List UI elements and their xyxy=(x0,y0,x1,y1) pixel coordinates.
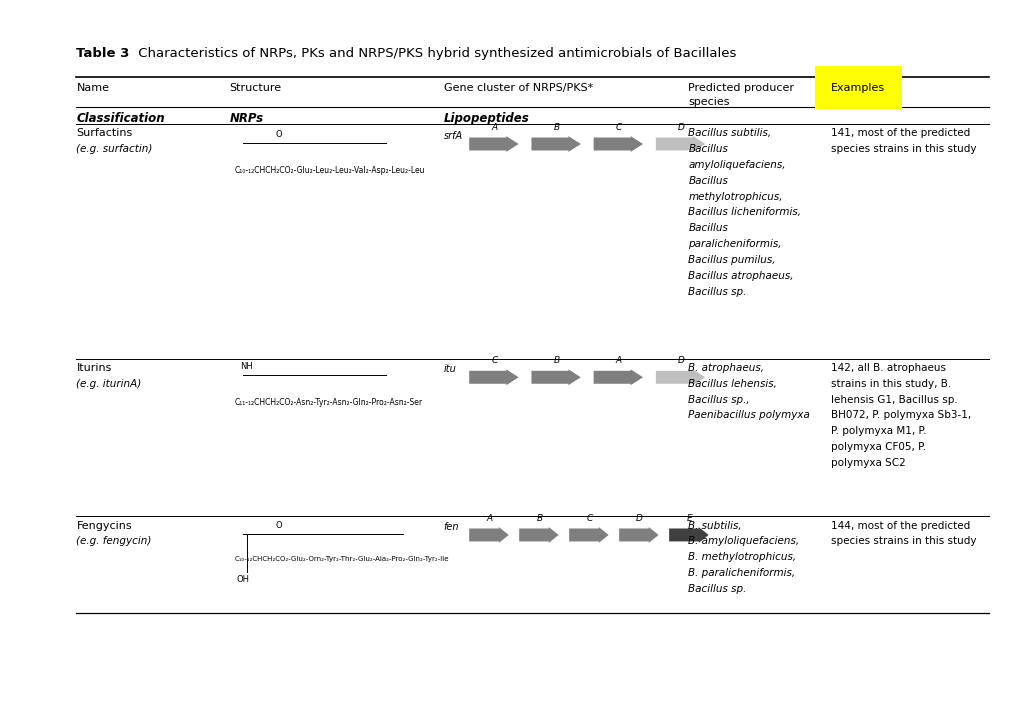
Text: fen: fen xyxy=(443,522,459,532)
Text: Characteristics of NRPs, PKs and NRPS/PKS hybrid synthesized antimicrobials of B: Characteristics of NRPs, PKs and NRPS/PK… xyxy=(133,47,736,60)
Text: D: D xyxy=(677,122,684,132)
Text: itu: itu xyxy=(443,364,457,374)
Text: species: species xyxy=(688,97,730,107)
Text: Bacillus pumilus,: Bacillus pumilus, xyxy=(688,255,775,265)
Text: C₁₀-₁₂CHCH₂CO₂-Glu₂-Orn₂-Tyr₂-Thr₂-Glu₂-Ala₂-Pro₂-Gln₂-Tyr₂-Ile: C₁₀-₁₂CHCH₂CO₂-Glu₂-Orn₂-Tyr₂-Thr₂-Glu₂-… xyxy=(234,556,448,562)
Text: Table 3 Characteristics of NRPs, PKs and NRPS/PKS hybrid synthesized antimicrobi: Table 3 Characteristics of NRPs, PKs and… xyxy=(76,47,726,60)
Text: B. paralicheniformis,: B. paralicheniformis, xyxy=(688,568,795,578)
FancyArrow shape xyxy=(668,527,708,543)
Text: C₁₁-₁₂CHCH₂CO₂-Asn₂-Tyr₂-Asn₂-Gln₂-Pro₂-Asn₂-Ser: C₁₁-₁₂CHCH₂CO₂-Asn₂-Tyr₂-Asn₂-Gln₂-Pro₂-… xyxy=(234,398,422,408)
Text: Iturins: Iturins xyxy=(76,363,112,373)
Text: methylotrophicus,: methylotrophicus, xyxy=(688,192,783,202)
Text: strains in this study, B.: strains in this study, B. xyxy=(830,379,951,389)
Text: Bacillus lehensis,: Bacillus lehensis, xyxy=(688,379,776,389)
Text: NH: NH xyxy=(239,361,253,371)
Text: Structure: Structure xyxy=(229,83,281,93)
Text: Bacillus sp.,: Bacillus sp., xyxy=(688,395,749,405)
Text: Gene cluster of NRPS/PKS*: Gene cluster of NRPS/PKS* xyxy=(443,83,592,93)
Text: NRPs: NRPs xyxy=(229,112,263,125)
FancyArrow shape xyxy=(519,527,558,543)
Text: B. atrophaeus,: B. atrophaeus, xyxy=(688,363,764,373)
Text: polymyxa CF05, P.: polymyxa CF05, P. xyxy=(830,442,925,452)
Text: Paenibacillus polymyxa: Paenibacillus polymyxa xyxy=(688,410,809,420)
FancyArrow shape xyxy=(531,369,580,385)
Text: Bacillus: Bacillus xyxy=(688,176,728,186)
Text: B. amyloliquefaciens,: B. amyloliquefaciens, xyxy=(688,536,799,546)
Text: B: B xyxy=(553,122,559,132)
Text: Name: Name xyxy=(76,83,109,93)
Text: (e.g. surfactin): (e.g. surfactin) xyxy=(76,144,153,154)
Text: C: C xyxy=(491,356,497,365)
Text: Bacillus sp.: Bacillus sp. xyxy=(688,287,746,297)
Text: BH072, P. polymyxa Sb3-1,: BH072, P. polymyxa Sb3-1, xyxy=(830,410,970,420)
FancyArrow shape xyxy=(619,527,658,543)
Text: C: C xyxy=(586,514,592,523)
Text: P. polymyxa M1, P.: P. polymyxa M1, P. xyxy=(830,426,926,436)
FancyArrow shape xyxy=(593,369,642,385)
Text: E: E xyxy=(686,514,692,523)
Text: C: C xyxy=(615,122,622,132)
Text: (e.g. fengycin): (e.g. fengycin) xyxy=(76,536,152,546)
FancyArrow shape xyxy=(593,136,642,152)
Text: Bacillus subtilis,: Bacillus subtilis, xyxy=(688,128,770,138)
Text: 144, most of the predicted: 144, most of the predicted xyxy=(830,521,970,531)
Text: polymyxa SC2: polymyxa SC2 xyxy=(830,458,905,468)
FancyArrow shape xyxy=(469,527,508,543)
Text: B: B xyxy=(536,514,542,523)
Text: D: D xyxy=(677,356,684,365)
Text: Bacillus: Bacillus xyxy=(688,223,728,233)
Text: Table 3: Table 3 xyxy=(76,47,129,60)
Text: A: A xyxy=(615,356,622,365)
Text: (e.g. iturinA): (e.g. iturinA) xyxy=(76,379,142,389)
Text: srfA: srfA xyxy=(443,131,463,141)
Text: Fengycins: Fengycins xyxy=(76,521,132,531)
Text: D: D xyxy=(635,514,642,523)
Text: B. methylotrophicus,: B. methylotrophicus, xyxy=(688,552,796,562)
FancyArrow shape xyxy=(655,136,704,152)
Text: species strains in this study: species strains in this study xyxy=(830,536,976,546)
Text: Bacillus atrophaeus,: Bacillus atrophaeus, xyxy=(688,271,793,281)
Text: A: A xyxy=(486,514,492,523)
Text: O: O xyxy=(275,521,281,530)
Text: A: A xyxy=(491,122,497,132)
Text: B: B xyxy=(553,356,559,365)
Text: species strains in this study: species strains in this study xyxy=(830,144,976,154)
Text: O: O xyxy=(275,130,281,139)
Text: Classification: Classification xyxy=(76,112,165,125)
Text: Bacillus: Bacillus xyxy=(688,144,728,154)
Text: Examples: Examples xyxy=(830,83,884,93)
FancyArrow shape xyxy=(655,369,704,385)
FancyArrow shape xyxy=(469,369,518,385)
Text: B. subtilis,: B. subtilis, xyxy=(688,521,742,531)
Text: 142, all B. atrophaeus: 142, all B. atrophaeus xyxy=(830,363,946,373)
Text: 141, most of the predicted: 141, most of the predicted xyxy=(830,128,970,138)
Text: Bacillus licheniformis,: Bacillus licheniformis, xyxy=(688,207,801,217)
Text: lehensis G1, Bacillus sp.: lehensis G1, Bacillus sp. xyxy=(830,395,957,405)
Text: C₁₀-₁₂CHCH₂CO₂-Glu₂-Leu₂-Leu₂-Val₂-Asp₂-Leu₂-Leu: C₁₀-₁₂CHCH₂CO₂-Glu₂-Leu₂-Leu₂-Val₂-Asp₂-… xyxy=(234,166,425,176)
FancyArrow shape xyxy=(469,136,518,152)
FancyArrow shape xyxy=(531,136,580,152)
Text: amyloliquefaciens,: amyloliquefaciens, xyxy=(688,160,786,170)
FancyArrow shape xyxy=(569,527,608,543)
Text: Surfactins: Surfactins xyxy=(76,128,132,138)
Text: OH: OH xyxy=(236,575,250,585)
Text: Lipopeptides: Lipopeptides xyxy=(443,112,529,125)
Text: Predicted producer: Predicted producer xyxy=(688,83,794,93)
Text: paralicheniformis,: paralicheniformis, xyxy=(688,239,782,249)
Text: Bacillus sp.: Bacillus sp. xyxy=(688,584,746,594)
